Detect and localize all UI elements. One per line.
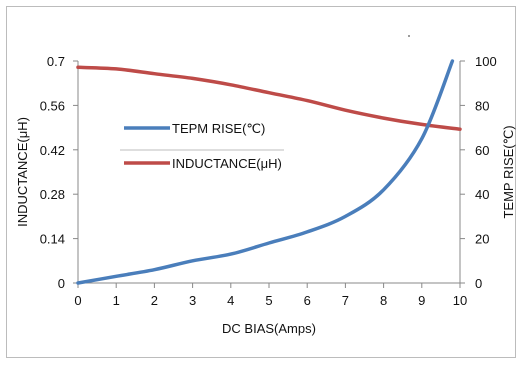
legend-label-temp-rise: TEPM RISE(℃) <box>172 121 265 136</box>
y-right-tick-label: 40 <box>475 187 489 202</box>
series-line-inductance <box>76 65 462 131</box>
x-tick-label: 7 <box>342 293 349 308</box>
y-right-tick-label: 80 <box>475 98 489 113</box>
tick-labels: 0 1 2 3 4 5 6 7 8 9 1000.140.280.420.560.702040608… <box>40 54 497 308</box>
x-tick-label: 6 <box>304 293 311 308</box>
x-tick-label: 8 <box>380 293 387 308</box>
legend: TEPM RISE(℃) INDUCTANCE(μH) <box>120 121 284 171</box>
y-right-axis-title: TEMP RISE(℃) <box>501 125 516 218</box>
y-left-tick-label: 0.7 <box>47 54 65 69</box>
y-left-tick-label: 0.56 <box>40 98 65 113</box>
y-left-tick-label: 0.28 <box>40 187 65 202</box>
x-axis-title: DC BIAS(Amps) <box>222 321 316 336</box>
y-left-tick-label: 0.42 <box>40 143 65 158</box>
chart-frame <box>6 6 516 358</box>
y-left-tick-label: 0 <box>58 276 65 291</box>
x-tick-label: 9 <box>418 293 425 308</box>
y-left-tick-label: 0.14 <box>40 232 65 247</box>
x-tick-label: 1 <box>113 293 120 308</box>
x-tick-label: 2 <box>151 293 158 308</box>
y-right-tick-label: 20 <box>475 232 489 247</box>
x-tick-label: 10 <box>453 293 467 308</box>
x-tick-label: 5 <box>265 293 272 308</box>
series-layer <box>76 59 462 285</box>
x-tick-label: 3 <box>189 293 196 308</box>
series-line-temp-rise <box>76 59 455 285</box>
legend-label-inductance: INDUCTANCE(μH) <box>172 156 282 171</box>
plot-area <box>73 60 465 288</box>
y-right-tick-label: 0 <box>475 276 482 291</box>
y-right-tick-label: 60 <box>475 143 489 158</box>
stray-dot <box>408 35 410 37</box>
x-tick-label: 4 <box>227 293 234 308</box>
y-left-axis-title: INDUCTANCE(μH) <box>15 117 30 227</box>
x-tick-label: 0 <box>74 293 81 308</box>
y-right-tick-label: 100 <box>475 54 497 69</box>
